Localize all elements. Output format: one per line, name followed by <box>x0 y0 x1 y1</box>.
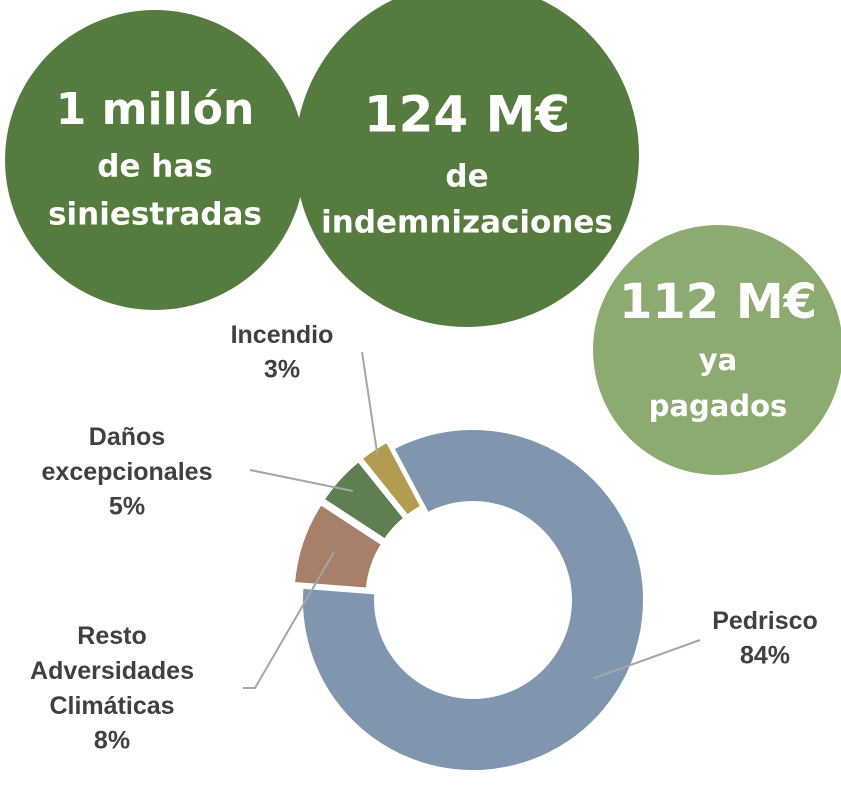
stat-headline: 112 M€ <box>619 274 817 330</box>
stat-line: indemnizaciones <box>321 205 613 241</box>
donut-slice <box>299 426 647 774</box>
slice-label-line: Daños <box>89 423 165 451</box>
stat-line: pagados <box>649 389 788 423</box>
slice-label-line: Adversidades <box>30 657 194 685</box>
leader-line <box>249 469 354 492</box>
slice-label-line: excepcionales <box>42 458 213 486</box>
leader-line <box>361 351 379 456</box>
leader-line <box>243 552 335 689</box>
stat-line: de has <box>97 149 212 185</box>
slice-value-label: 3% <box>264 356 300 384</box>
slice-label: Incendio <box>231 321 334 349</box>
donut-slice <box>290 500 387 592</box>
slice-label-line: Climáticas <box>49 692 174 720</box>
slice-label: Pedrisco <box>712 607 818 635</box>
slice-value-label: 84% <box>740 642 790 670</box>
leader-line <box>592 639 701 680</box>
slice-label-line: Resto <box>77 622 146 650</box>
slice-label-line: Pedrisco <box>712 607 818 635</box>
stat-line: de <box>445 159 488 195</box>
stat-headline: 1 millón <box>56 84 255 135</box>
stat-headline: 124 M€ <box>364 86 570 144</box>
stat-line: siniestradas <box>48 197 262 233</box>
slice-value-label: 5% <box>109 493 145 521</box>
slice-label-line: Incendio <box>231 321 334 349</box>
slice-value-label: 8% <box>94 727 130 755</box>
stat-circle <box>593 225 841 475</box>
stat-circle <box>295 0 639 327</box>
slice-label: Resto Adversidades Climáticas <box>30 622 194 720</box>
donut-slice <box>357 437 426 520</box>
stat-circle <box>5 10 305 310</box>
stat-line: ya <box>699 343 737 377</box>
slice-label: Daños excepcionales <box>42 423 213 486</box>
